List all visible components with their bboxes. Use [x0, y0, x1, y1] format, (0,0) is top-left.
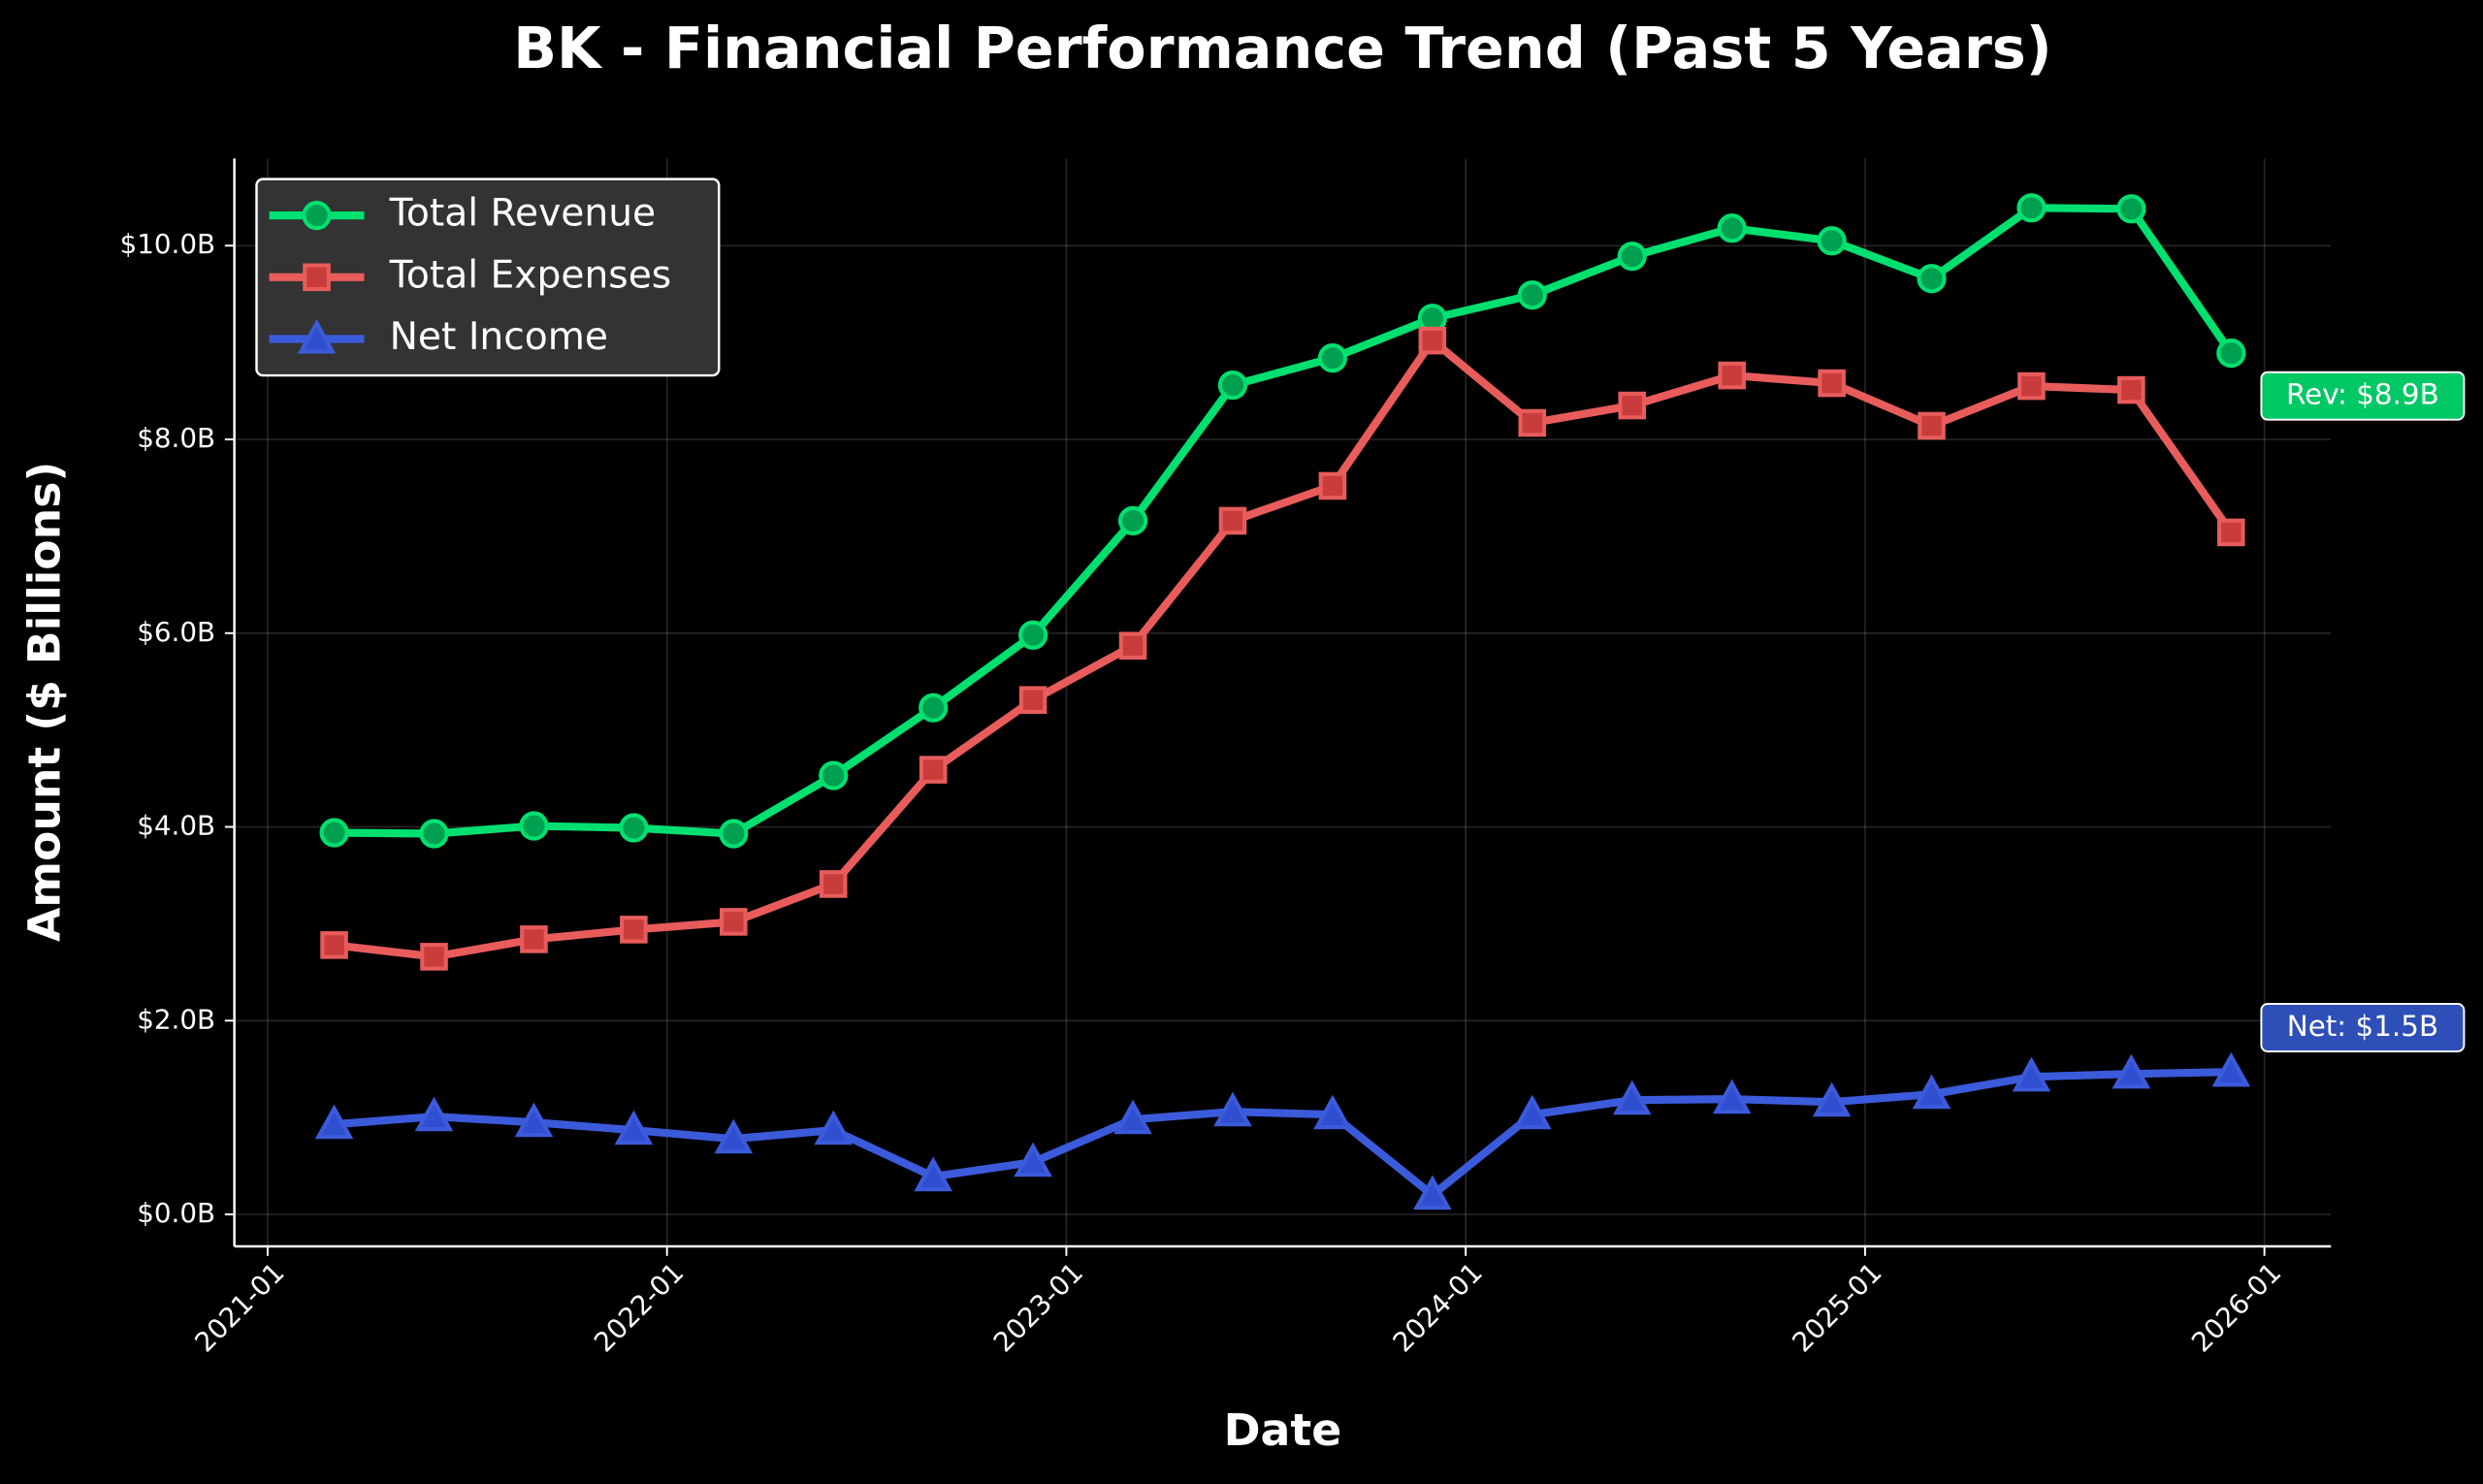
data-point	[1618, 391, 1647, 420]
legend-marker	[297, 318, 337, 354]
data-point	[619, 813, 649, 843]
legend-box	[255, 177, 721, 377]
data-point	[2217, 518, 2245, 547]
data-point	[614, 1110, 654, 1145]
data-point	[2211, 1051, 2251, 1087]
annotation-text: Rev: $8.9B	[2286, 378, 2439, 411]
data-point	[1818, 369, 1846, 398]
data-point	[1418, 326, 1447, 355]
data-point	[1018, 686, 1048, 714]
data-point	[2117, 375, 2145, 404]
x-tick-label: 2022-01	[588, 1256, 690, 1358]
data-point	[2116, 194, 2146, 224]
data-point	[1213, 1091, 1252, 1127]
data-point	[420, 943, 448, 971]
y-axis-label: Amount ($ Billions)	[18, 462, 70, 942]
data-point	[620, 916, 648, 944]
data-point	[414, 1096, 454, 1132]
y-tick-label: $0.0B	[137, 1197, 215, 1229]
data-point	[714, 1118, 754, 1154]
annotation-box	[2260, 371, 2466, 421]
series-line	[334, 337, 2235, 961]
x-tick-label: 2021-01	[188, 1256, 290, 1358]
series-line	[334, 204, 2235, 838]
data-point	[1617, 242, 1647, 272]
data-point	[1014, 1142, 1052, 1178]
data-point	[1817, 226, 1847, 256]
legend-label: Total Revenue	[389, 192, 657, 236]
y-tick-label: $2.0B	[137, 1003, 215, 1035]
data-point	[520, 925, 548, 953]
legend-marker	[303, 263, 331, 292]
data-point	[1718, 361, 1746, 390]
data-point	[1812, 1081, 1852, 1117]
series-line	[334, 1068, 2232, 1200]
data-point	[1217, 370, 1248, 401]
legend-marker	[302, 201, 332, 231]
data-point	[1113, 1099, 1152, 1135]
annotation-box	[2260, 1003, 2466, 1052]
data-point	[1218, 506, 1247, 535]
data-point	[914, 1156, 952, 1192]
data-point	[1512, 1094, 1552, 1130]
data-point	[819, 760, 849, 790]
y-tick-label: $8.0B	[137, 422, 215, 454]
data-point	[819, 870, 848, 898]
data-point	[919, 693, 949, 723]
data-point	[720, 908, 748, 936]
data-point	[2216, 339, 2246, 369]
data-point	[1918, 411, 1946, 440]
data-point	[1118, 631, 1147, 661]
data-point	[919, 756, 948, 784]
x-axis-label: Date	[1224, 1404, 1342, 1456]
data-point	[1517, 280, 1547, 310]
data-point	[2016, 193, 2047, 223]
data-point	[314, 1104, 354, 1140]
legend-label: Net Income	[390, 315, 608, 359]
data-point	[1518, 408, 1547, 437]
data-point	[1717, 213, 1747, 243]
data-point	[320, 931, 348, 959]
x-tick-label: 2025-01	[1786, 1256, 1887, 1358]
data-point	[1917, 264, 1947, 294]
data-point	[814, 1110, 854, 1145]
data-point	[514, 1102, 554, 1138]
y-tick-label: $4.0B	[137, 810, 215, 842]
data-point	[519, 811, 549, 841]
data-point	[319, 818, 349, 848]
data-point	[1413, 1175, 1452, 1210]
x-tick-label: 2024-01	[1387, 1256, 1489, 1358]
x-tick-label: 2026-01	[2185, 1256, 2287, 1358]
data-point	[719, 819, 749, 849]
data-point	[419, 819, 449, 849]
data-point	[1018, 620, 1048, 650]
data-point	[2017, 371, 2046, 401]
data-point	[1117, 505, 1148, 536]
data-point	[1313, 1094, 1352, 1130]
data-point	[1318, 471, 1347, 500]
data-point	[1317, 343, 1348, 373]
x-tick-label: 2023-01	[987, 1256, 1089, 1358]
annotation-text: Net: $1.5B	[2287, 1010, 2438, 1043]
data-point	[1912, 1074, 1951, 1110]
data-point	[2012, 1056, 2051, 1092]
legend-label: Total Expenses	[389, 253, 672, 297]
chart-title: BK - Financial Performance Trend (Past 5…	[513, 15, 2051, 81]
y-tick-label: $6.0B	[137, 616, 215, 648]
data-point	[1712, 1079, 1752, 1114]
data-point	[2112, 1053, 2151, 1089]
y-tick-label: $10.0B	[120, 228, 215, 260]
data-point	[1612, 1080, 1652, 1115]
